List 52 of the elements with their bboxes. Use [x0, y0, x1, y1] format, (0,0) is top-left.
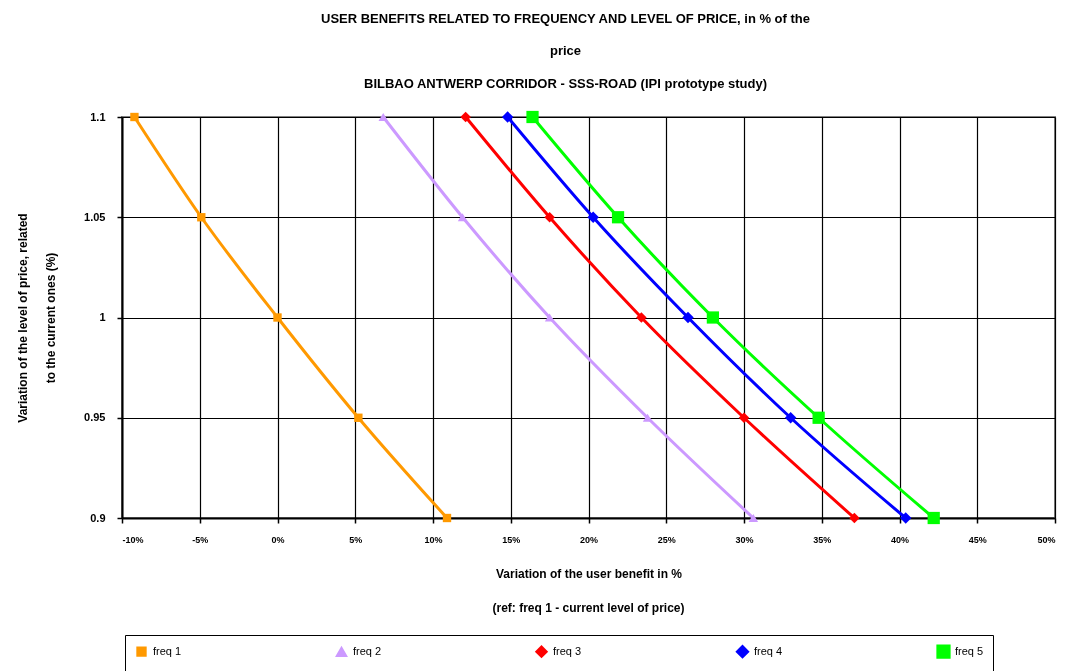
y-tick-label: 0.95	[84, 411, 106, 424]
point	[706, 311, 720, 324]
x-axis-title: Variation of the user benefit in %	[495, 566, 683, 581]
point	[378, 112, 388, 122]
x-tick-label: 20%	[579, 534, 599, 545]
x-tick-label: 5%	[349, 534, 363, 545]
legend-label: freq 2	[353, 644, 382, 657]
y-axis-title: Variation of the level of price, related to the current ones (%)	[16, 213, 59, 423]
point	[457, 213, 468, 222]
point	[442, 513, 452, 523]
x-tick-label: 30%	[735, 534, 754, 545]
x-tick-label: 10%	[424, 534, 443, 545]
x-tick-label: 0%	[271, 534, 285, 545]
point	[501, 111, 514, 123]
x-tick-label: 40%	[890, 534, 910, 545]
point	[611, 211, 625, 224]
point	[587, 211, 599, 223]
legend-label: freq 4	[754, 644, 783, 657]
point	[682, 311, 694, 324]
y-tick-label: 1.05	[84, 210, 106, 223]
point	[927, 511, 940, 525]
point	[526, 110, 539, 124]
y-tick-label: 0.9	[90, 511, 106, 524]
y-tick-label: 1	[99, 311, 106, 323]
x-tick-label: -10%	[122, 534, 144, 545]
point	[544, 212, 555, 223]
legend-label: freq 5	[955, 644, 984, 657]
point	[636, 312, 647, 323]
point	[748, 513, 759, 523]
point	[544, 313, 555, 322]
y-tick-label: 1.1	[90, 110, 106, 123]
point	[738, 412, 750, 423]
chart-title: USER BENEFITS RELATED TO FREQUENCY AND LEVEL OF PRICE, in % of the price	[321, 10, 810, 58]
x-tick-label: 45%	[968, 534, 987, 545]
text: (ref: freq 1 - current level of price)	[492, 601, 685, 615]
x-tick-label: 35%	[813, 534, 832, 545]
point	[197, 213, 206, 222]
x-tick-label: 25%	[657, 534, 676, 545]
legend-label: freq 1	[153, 644, 182, 657]
point	[130, 112, 139, 122]
point	[849, 512, 860, 524]
point	[354, 413, 363, 422]
x-tick-label: 15%	[502, 534, 521, 545]
point	[812, 411, 825, 424]
chart-subtitle: BILBAO ANTWERP CORRIDOR - SSS-ROAD (IPI prototype study)	[364, 75, 767, 91]
x-tick-label: 50%	[1037, 534, 1056, 545]
point	[784, 412, 797, 424]
point	[460, 111, 471, 123]
point	[273, 313, 282, 322]
point	[900, 512, 912, 524]
legend-label: freq 3	[553, 644, 582, 657]
x-tick-label: -5%	[192, 534, 209, 545]
